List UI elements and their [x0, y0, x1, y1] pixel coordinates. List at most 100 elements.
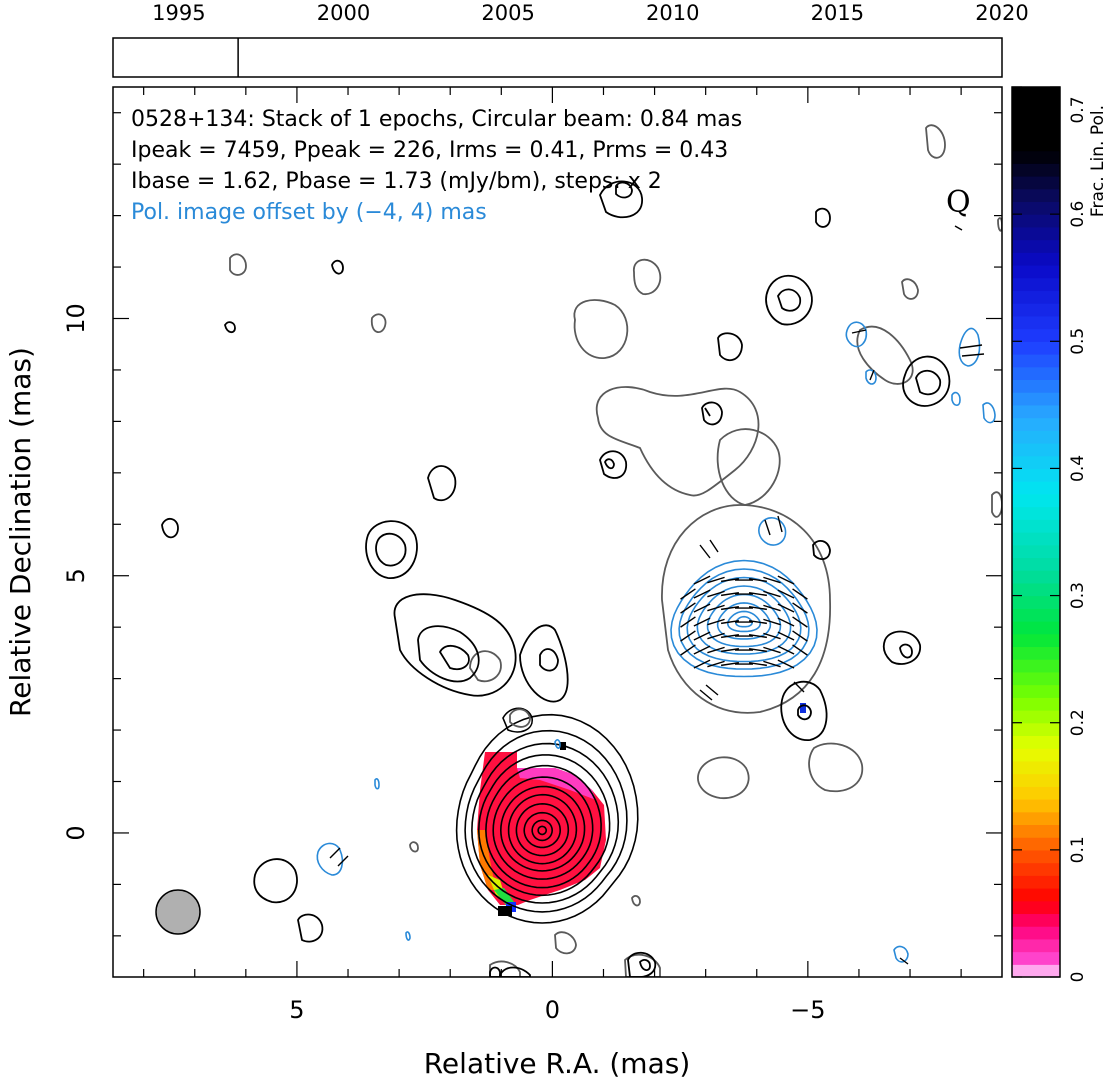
- x-tick-label: −5: [790, 996, 825, 1024]
- colorbar-tick-label: 0: [1068, 972, 1088, 983]
- grey-contour: [633, 258, 662, 295]
- colorbar-band: [1012, 239, 1060, 253]
- black-contour: [604, 458, 615, 470]
- grey-contour: [229, 253, 247, 276]
- core-contour: [515, 802, 570, 857]
- core-green-edge: [494, 888, 514, 905]
- evpa-stick: [680, 644, 696, 656]
- colorbar-band: [1012, 137, 1060, 152]
- black-contour: [815, 207, 831, 228]
- colorbar-band: [1012, 493, 1060, 508]
- axis-ticks: [113, 87, 1002, 977]
- evpa-stick: [869, 369, 875, 381]
- colorbar-band: [1012, 519, 1060, 533]
- core-contour: [485, 764, 602, 889]
- evpa-stick: [763, 576, 781, 584]
- evpa-stick: [707, 590, 725, 598]
- evpa-stick: [680, 602, 696, 614]
- colorbar-band: [1012, 188, 1060, 203]
- pol-small-contours: [316, 321, 996, 963]
- core-contour: [531, 819, 554, 842]
- map-layers: [155, 124, 1002, 977]
- grey-contour: [409, 841, 419, 853]
- colorbar-band: [1012, 544, 1060, 559]
- colorbar-band: [1012, 404, 1060, 419]
- evpa-stick: [720, 577, 739, 583]
- black-contour: [812, 539, 831, 561]
- restoring-beam: [155, 889, 201, 935]
- quality-mark: Q: [946, 185, 971, 220]
- black-contour: [539, 648, 559, 672]
- colorbar-band: [1012, 964, 1060, 978]
- colorbar-band: [1012, 506, 1060, 520]
- colorbar: 0 0.1 0.2 0.3 0.4 0.5 0.6 0.7 Frac. Lin. Pol.: [1011, 86, 1108, 983]
- black-contour: [417, 625, 480, 683]
- evpa-stick: [720, 591, 739, 597]
- evpa-stick: [337, 855, 349, 867]
- colorbar-band: [1012, 354, 1060, 368]
- black-contour: [331, 259, 344, 275]
- evpa-stick: [792, 616, 808, 628]
- evpa-stick: [777, 603, 795, 613]
- colorbar-band: [1012, 570, 1060, 584]
- core-black-pixel: [498, 906, 512, 916]
- pol-contour: [374, 778, 380, 790]
- timeline-tick-label: 2000: [317, 1, 370, 25]
- evpa-stick: [707, 618, 725, 626]
- black-contour: [519, 624, 569, 703]
- black-contour: [365, 520, 418, 579]
- evpa-stick: [693, 617, 711, 627]
- colorbar-band: [1012, 811, 1060, 826]
- evpa-stick: [707, 646, 725, 654]
- annotation-line-3: Ibase = 1.62, Pbase = 1.73 (mJy/bm), ste…: [131, 169, 662, 194]
- evpa-stick: [777, 515, 783, 533]
- black-contour: [438, 645, 470, 670]
- colorbar-band: [1012, 417, 1060, 431]
- colorbar-band: [1012, 315, 1060, 330]
- evpa-stick: [777, 659, 795, 669]
- colorbar-band: [1012, 112, 1060, 126]
- core-contour: [464, 729, 628, 913]
- evpa-stick: [777, 645, 795, 655]
- colorbar-band: [1012, 760, 1060, 775]
- colorbar-band: [1012, 176, 1060, 190]
- grey-contour: [595, 386, 760, 497]
- black-contour: [915, 369, 942, 396]
- black-contour: [375, 532, 407, 567]
- black-contour: [253, 858, 298, 904]
- colorbar-band: [1012, 303, 1060, 317]
- evpa-stick: [792, 588, 808, 600]
- colorbar-band: [1012, 633, 1060, 648]
- colorbar-tick-label: 0.1: [1068, 836, 1088, 863]
- pol-contour: [706, 593, 782, 648]
- black-contour: [701, 401, 723, 426]
- evpa-stick: [792, 630, 808, 642]
- evpa-stick: [764, 519, 771, 536]
- colorbar-band: [1012, 277, 1060, 292]
- colorbar-band: [1012, 341, 1060, 355]
- colorbar-band: [1012, 671, 1060, 686]
- timeline-tick-label: 2010: [646, 1, 699, 25]
- evpa-stick: [693, 589, 711, 599]
- colorbar-band: [1012, 875, 1060, 889]
- black-contour: [297, 913, 324, 943]
- grey-contour: [808, 742, 863, 793]
- core-contour: [507, 793, 578, 865]
- pol-contour: [951, 391, 961, 407]
- evpa-stick: [693, 575, 711, 585]
- colorbar-band: [1012, 735, 1060, 749]
- grey-contour: [554, 931, 577, 955]
- colorbar-band: [1012, 290, 1060, 304]
- plot-border: [112, 86, 1003, 978]
- evpa-stick: [748, 661, 767, 667]
- evpa-stick: [851, 329, 867, 334]
- colorbar-band: [1012, 900, 1060, 915]
- black-contour: [882, 630, 921, 665]
- core-contour: [537, 825, 547, 836]
- timeline-tick-label: 2015: [811, 1, 864, 25]
- core-contour: [492, 776, 594, 880]
- colorbar-tick-label: 0.4: [1068, 455, 1088, 482]
- grey-contour: [856, 325, 914, 385]
- grey-contour: [925, 124, 946, 159]
